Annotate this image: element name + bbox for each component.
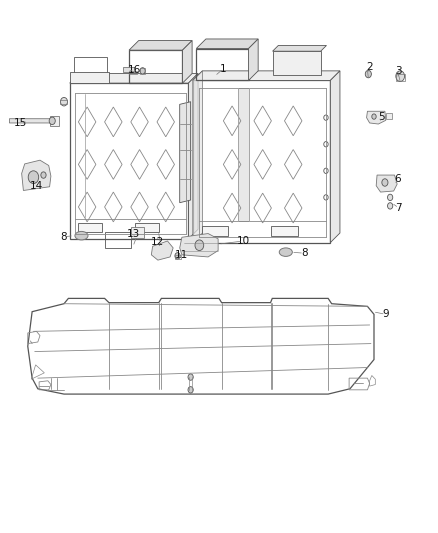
Polygon shape	[10, 119, 55, 123]
Text: 1: 1	[220, 64, 227, 74]
Bar	[386, 114, 392, 119]
Text: 3: 3	[396, 66, 402, 76]
Text: 5: 5	[378, 111, 385, 122]
Polygon shape	[183, 41, 192, 83]
Bar	[129, 50, 183, 83]
Text: 8: 8	[61, 232, 67, 242]
Bar	[123, 67, 135, 72]
Circle shape	[365, 70, 371, 78]
Polygon shape	[180, 102, 191, 203]
Circle shape	[188, 374, 193, 380]
Bar	[74, 56, 107, 78]
Polygon shape	[151, 241, 173, 260]
Polygon shape	[129, 41, 192, 50]
Polygon shape	[196, 39, 258, 49]
Polygon shape	[70, 74, 198, 83]
Bar	[196, 49, 248, 80]
Bar	[272, 225, 297, 236]
Text: 12: 12	[150, 237, 164, 247]
Bar	[135, 223, 159, 232]
Bar	[60, 100, 67, 104]
Bar	[78, 223, 102, 232]
Text: 10: 10	[237, 236, 250, 246]
Circle shape	[396, 71, 405, 82]
Circle shape	[195, 240, 204, 251]
Text: 8: 8	[301, 248, 307, 258]
Bar	[131, 227, 144, 238]
Bar	[396, 74, 405, 82]
Polygon shape	[188, 74, 198, 239]
Polygon shape	[193, 71, 202, 243]
Bar	[175, 255, 180, 259]
Text: 9: 9	[382, 309, 389, 319]
Circle shape	[49, 117, 55, 125]
Circle shape	[140, 68, 145, 74]
Bar	[105, 232, 131, 248]
Text: 16: 16	[128, 65, 141, 75]
Ellipse shape	[75, 231, 88, 240]
Bar	[272, 51, 321, 75]
Circle shape	[388, 194, 393, 200]
Circle shape	[372, 114, 376, 119]
Circle shape	[382, 179, 388, 186]
Polygon shape	[180, 233, 218, 257]
Polygon shape	[248, 39, 258, 80]
Circle shape	[60, 98, 67, 106]
Polygon shape	[376, 175, 397, 192]
Bar	[140, 68, 145, 74]
Text: 13: 13	[126, 229, 140, 239]
Text: 2: 2	[366, 62, 373, 72]
Polygon shape	[330, 71, 340, 243]
Text: 11: 11	[175, 250, 188, 260]
Circle shape	[175, 253, 180, 259]
Bar	[130, 71, 138, 74]
Bar	[238, 88, 249, 221]
Text: 7: 7	[396, 203, 402, 213]
Text: 15: 15	[14, 118, 28, 128]
Circle shape	[41, 172, 46, 178]
Polygon shape	[272, 45, 326, 51]
Polygon shape	[21, 160, 51, 190]
Circle shape	[388, 203, 393, 209]
Polygon shape	[367, 111, 386, 124]
Text: 14: 14	[30, 181, 43, 191]
Circle shape	[188, 386, 193, 393]
Polygon shape	[193, 71, 340, 80]
Text: 6: 6	[395, 174, 401, 184]
Ellipse shape	[279, 248, 292, 256]
Circle shape	[28, 171, 39, 183]
Bar	[201, 225, 228, 236]
Polygon shape	[70, 72, 110, 83]
Bar	[49, 116, 59, 126]
